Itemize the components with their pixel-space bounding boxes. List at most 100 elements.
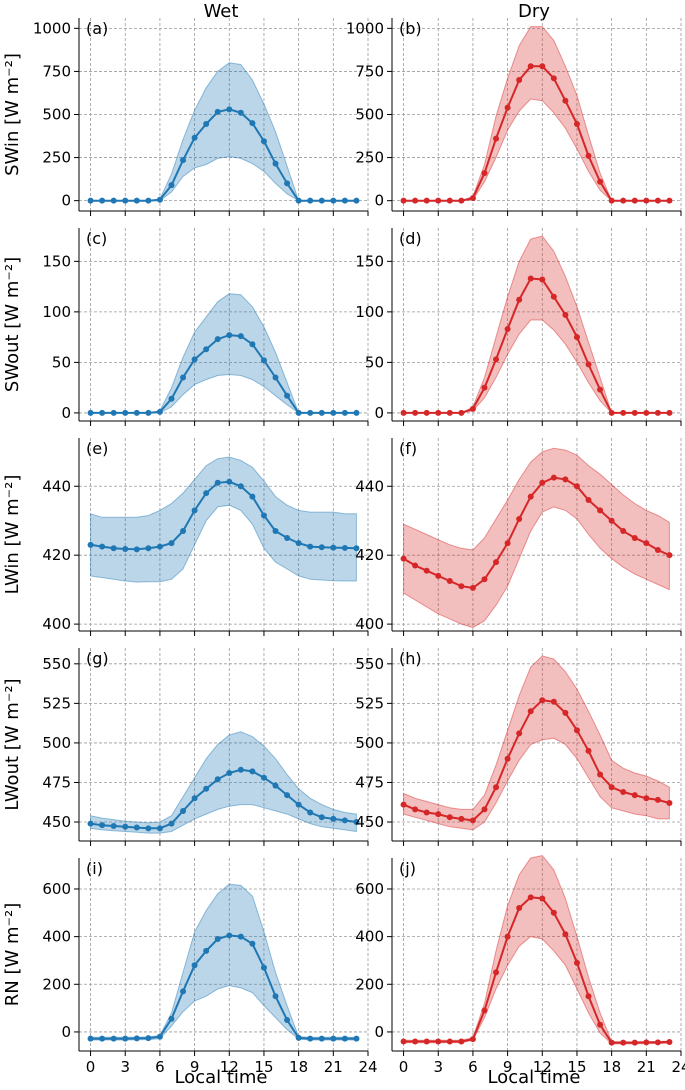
data-point (400, 409, 407, 416)
y-tick-label: 50 (52, 353, 71, 371)
data-point (145, 545, 152, 552)
data-point (353, 545, 360, 552)
data-point (597, 507, 604, 514)
data-point (295, 801, 302, 808)
x-tick-label: 6 (468, 1058, 478, 1076)
data-point (214, 108, 221, 115)
data-point (87, 541, 94, 548)
y-tick-label: 750 (42, 62, 71, 80)
data-point (585, 152, 592, 159)
data-point (585, 361, 592, 368)
data-point (122, 1035, 129, 1042)
data-point (435, 197, 442, 204)
y-tick-label: 450 (355, 813, 384, 831)
y-tick-label: 100 (42, 303, 71, 321)
y-tick-label: 200 (355, 975, 384, 993)
data-point (550, 698, 557, 705)
data-point (214, 336, 221, 343)
data-point (469, 405, 476, 412)
data-point (550, 909, 557, 916)
data-point (400, 555, 407, 562)
data-point (597, 771, 604, 778)
x-axis-label-wet: Local time (174, 1067, 267, 1088)
x-tick-label: 3 (433, 1058, 443, 1076)
panel-tag: (d) (399, 229, 422, 248)
data-point (654, 409, 661, 416)
data-point (539, 895, 546, 902)
data-point (481, 1007, 488, 1014)
data-point (87, 820, 94, 827)
y-tick-label: 500 (355, 106, 384, 124)
panel-c: 0 50 100 150 (c) SWout [W m⁻²] (2, 228, 369, 426)
panel-f: 400 420 440 (f) (355, 438, 682, 636)
data-point (353, 1035, 360, 1042)
uncertainty-band (90, 456, 357, 583)
data-point (504, 933, 511, 940)
data-point (156, 196, 163, 203)
data-point (573, 334, 580, 341)
data-point (562, 97, 569, 104)
uncertainty-band (403, 235, 670, 414)
x-tick-label: 3 (120, 1058, 130, 1076)
data-point (307, 409, 314, 416)
data-point (99, 197, 106, 204)
data-point (226, 332, 233, 339)
data-point (550, 293, 557, 300)
data-point (458, 815, 465, 822)
y-tick-label: 1000 (346, 19, 384, 37)
data-point (527, 894, 534, 901)
data-point (284, 392, 291, 399)
data-point (249, 940, 256, 947)
data-point (585, 993, 592, 1000)
data-point (458, 1038, 465, 1045)
data-point (654, 197, 661, 204)
data-point (516, 515, 523, 522)
y-tick-label: 750 (355, 62, 384, 80)
data-point (504, 326, 511, 333)
data-point (110, 545, 117, 552)
data-point (295, 409, 302, 416)
data-point (284, 1017, 291, 1024)
x-tick-label: 24 (358, 1058, 377, 1076)
data-point (214, 776, 221, 783)
data-point (341, 197, 348, 204)
data-point (400, 197, 407, 204)
x-tick-label: 15 (254, 1058, 273, 1076)
y-tick-label: 475 (355, 773, 384, 791)
data-point (237, 333, 244, 340)
data-point (423, 1038, 430, 1045)
data-point (168, 540, 175, 547)
y-tick-label: 500 (42, 734, 71, 752)
data-point (272, 160, 279, 167)
panel-tag: (b) (399, 19, 422, 38)
data-point (284, 534, 291, 541)
data-point (168, 820, 175, 827)
data-point (87, 197, 94, 204)
x-tick-label: 21 (637, 1058, 656, 1076)
data-point (272, 374, 279, 381)
data-point (400, 801, 407, 808)
data-point (341, 544, 348, 551)
y-tick-label: 0 (374, 404, 384, 422)
data-point (168, 1015, 175, 1022)
data-point (631, 197, 638, 204)
data-point (435, 572, 442, 579)
panel-tag: (e) (86, 439, 108, 458)
data-point (260, 512, 267, 519)
data-point (110, 822, 117, 829)
y-tick-label: 1000 (33, 19, 71, 37)
panel-d: 0 50 100 150 (d) (355, 228, 682, 426)
uncertainty-band (90, 883, 357, 1041)
data-point (353, 819, 360, 826)
data-point (341, 1035, 348, 1042)
data-point (168, 182, 175, 189)
data-point (446, 409, 453, 416)
y-tick-label: 0 (61, 192, 71, 210)
data-point (191, 134, 198, 141)
data-point (180, 528, 187, 535)
data-point (469, 195, 476, 202)
panel-tag: (f) (399, 439, 417, 458)
data-point (284, 180, 291, 187)
data-point (272, 782, 279, 789)
